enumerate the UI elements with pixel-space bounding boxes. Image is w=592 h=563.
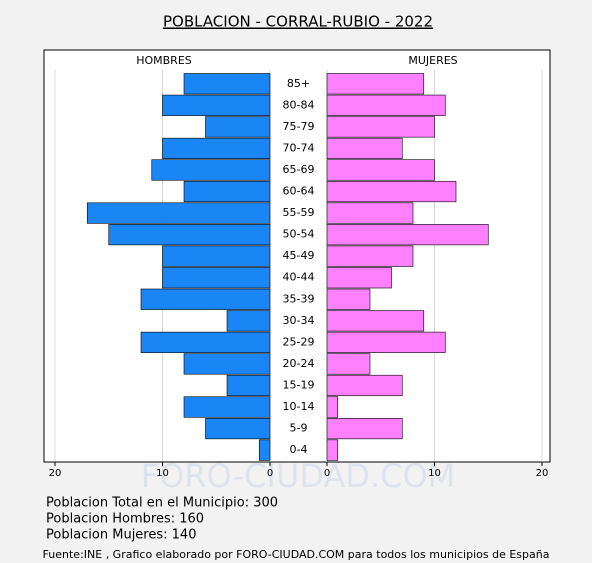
category-label: 75-79 [283,120,315,133]
legend-right: MUJERES [408,54,457,67]
x-tick-label: 10 [156,468,169,479]
x-tick-label: 0 [324,468,330,479]
bar [162,245,271,267]
category-label: 55-59 [283,206,315,219]
bar [326,439,339,461]
bar [326,374,403,397]
bar [326,245,414,267]
category-label: 70-74 [283,141,315,154]
legend-left: HOMBRES [136,54,192,67]
category-label: 30-34 [283,314,315,327]
bar [326,267,392,289]
plot-frame [43,49,551,463]
bar [326,137,403,159]
bar [326,310,425,332]
category-label: 35-39 [283,292,315,305]
bar [326,180,457,203]
bar [183,180,271,203]
bar [326,94,446,116]
category-label: 20-24 [283,357,315,370]
bar [140,288,271,310]
bar [162,94,271,116]
category-label: 40-44 [283,271,315,284]
bar [326,202,414,224]
bar [151,159,271,181]
category-label: 25-29 [283,335,315,348]
category-label: 15-19 [283,378,315,391]
bar [205,417,271,440]
note: Poblacion Total en el Municipio: 300 [46,496,278,511]
bar [183,353,271,375]
bar [86,202,271,224]
bar [205,116,271,138]
bar [162,137,271,159]
category-label: 45-49 [283,249,315,262]
bar [183,73,271,95]
x-tick-label: 10 [428,468,441,479]
bar [183,396,271,418]
note: Poblacion Hombres: 160 [46,512,204,527]
category-label: 5-9 [290,422,308,435]
bar [326,116,435,138]
category-label: 10-14 [283,400,315,413]
x-tick-label: 20 [536,468,549,479]
bar [326,224,489,246]
category-label: 80-84 [283,98,315,111]
bar [108,224,271,246]
bar [140,331,271,353]
x-tick-label: 20 [49,468,62,479]
category-label: 60-64 [283,185,315,198]
note: Poblacion Mujeres: 140 [46,528,196,543]
category-label: 65-69 [283,163,315,176]
category-label: 50-54 [283,228,315,241]
source: Fuente:INE , Grafico elaborado por FORO-… [43,548,550,561]
bar [326,396,339,418]
bar [326,353,371,375]
bar [258,439,271,461]
bar [326,288,371,310]
bar [326,417,403,440]
category-label: 0-4 [290,443,308,456]
x-tick-label: 0 [267,468,273,479]
category-label: 85+ [287,77,310,90]
watermark: FORO-CIUDAD.COM [141,457,456,495]
bar [162,267,271,289]
bar [226,374,271,397]
bar [326,73,425,95]
chart-title: POBLACION - CORRAL-RUBIO - 2022 [163,13,433,31]
bar [326,331,446,353]
bar [326,159,435,181]
bar [226,310,271,332]
